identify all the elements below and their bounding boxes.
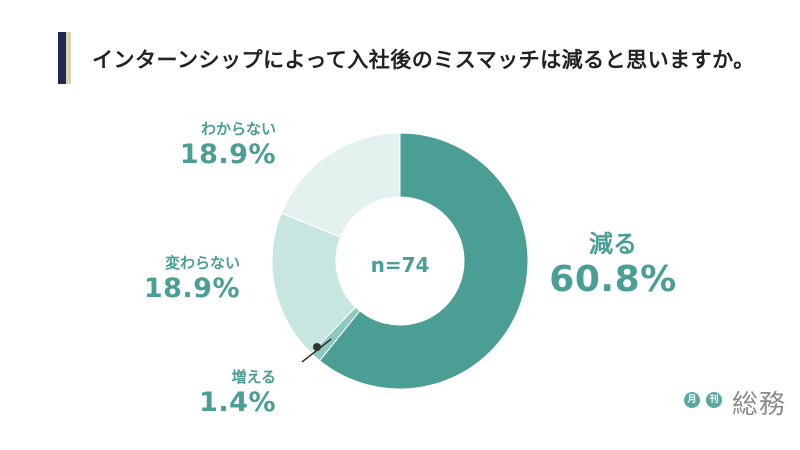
gekkan-soumu-logo: 月 刊 総務	[660, 382, 790, 422]
label-fueru-name: 増える	[231, 368, 276, 386]
label-kawaranai-name: 変わらない	[164, 254, 240, 272]
sample-size-label: n=74	[370, 253, 430, 277]
label-heru-name: 減る	[589, 230, 637, 258]
leader-dot-increase	[313, 343, 321, 351]
logo-brand-text: 総務	[732, 390, 787, 420]
label-wakaranai-pct: 18.9%	[179, 139, 276, 170]
logo-month-badge: 月	[684, 392, 700, 408]
title-accent-navy	[58, 32, 66, 84]
label-fueru-pct: 1.4%	[199, 387, 276, 418]
label-fueru: 増える 1.4%	[199, 366, 276, 418]
chart-title: インターンシップによって入社後のミスマッチは減ると思いますか。	[92, 48, 755, 72]
label-kawaranai: 変わらない 18.9%	[144, 252, 240, 304]
slice-wakaranai	[280, 132, 401, 238]
slice-kawaranai	[271, 212, 357, 354]
logo-issue-badge: 刊	[706, 392, 722, 408]
label-kawaranai-pct: 18.9%	[143, 273, 240, 304]
title-accent-beige	[66, 32, 71, 84]
label-wakaranai-name: わからない	[200, 120, 276, 138]
slice-heru	[318, 132, 529, 390]
title-accent-bar	[58, 32, 74, 84]
label-heru: 減る 60.8%	[548, 224, 678, 300]
label-heru-pct: 60.8%	[549, 259, 677, 300]
label-wakaranai: わからない 18.9%	[180, 118, 276, 170]
